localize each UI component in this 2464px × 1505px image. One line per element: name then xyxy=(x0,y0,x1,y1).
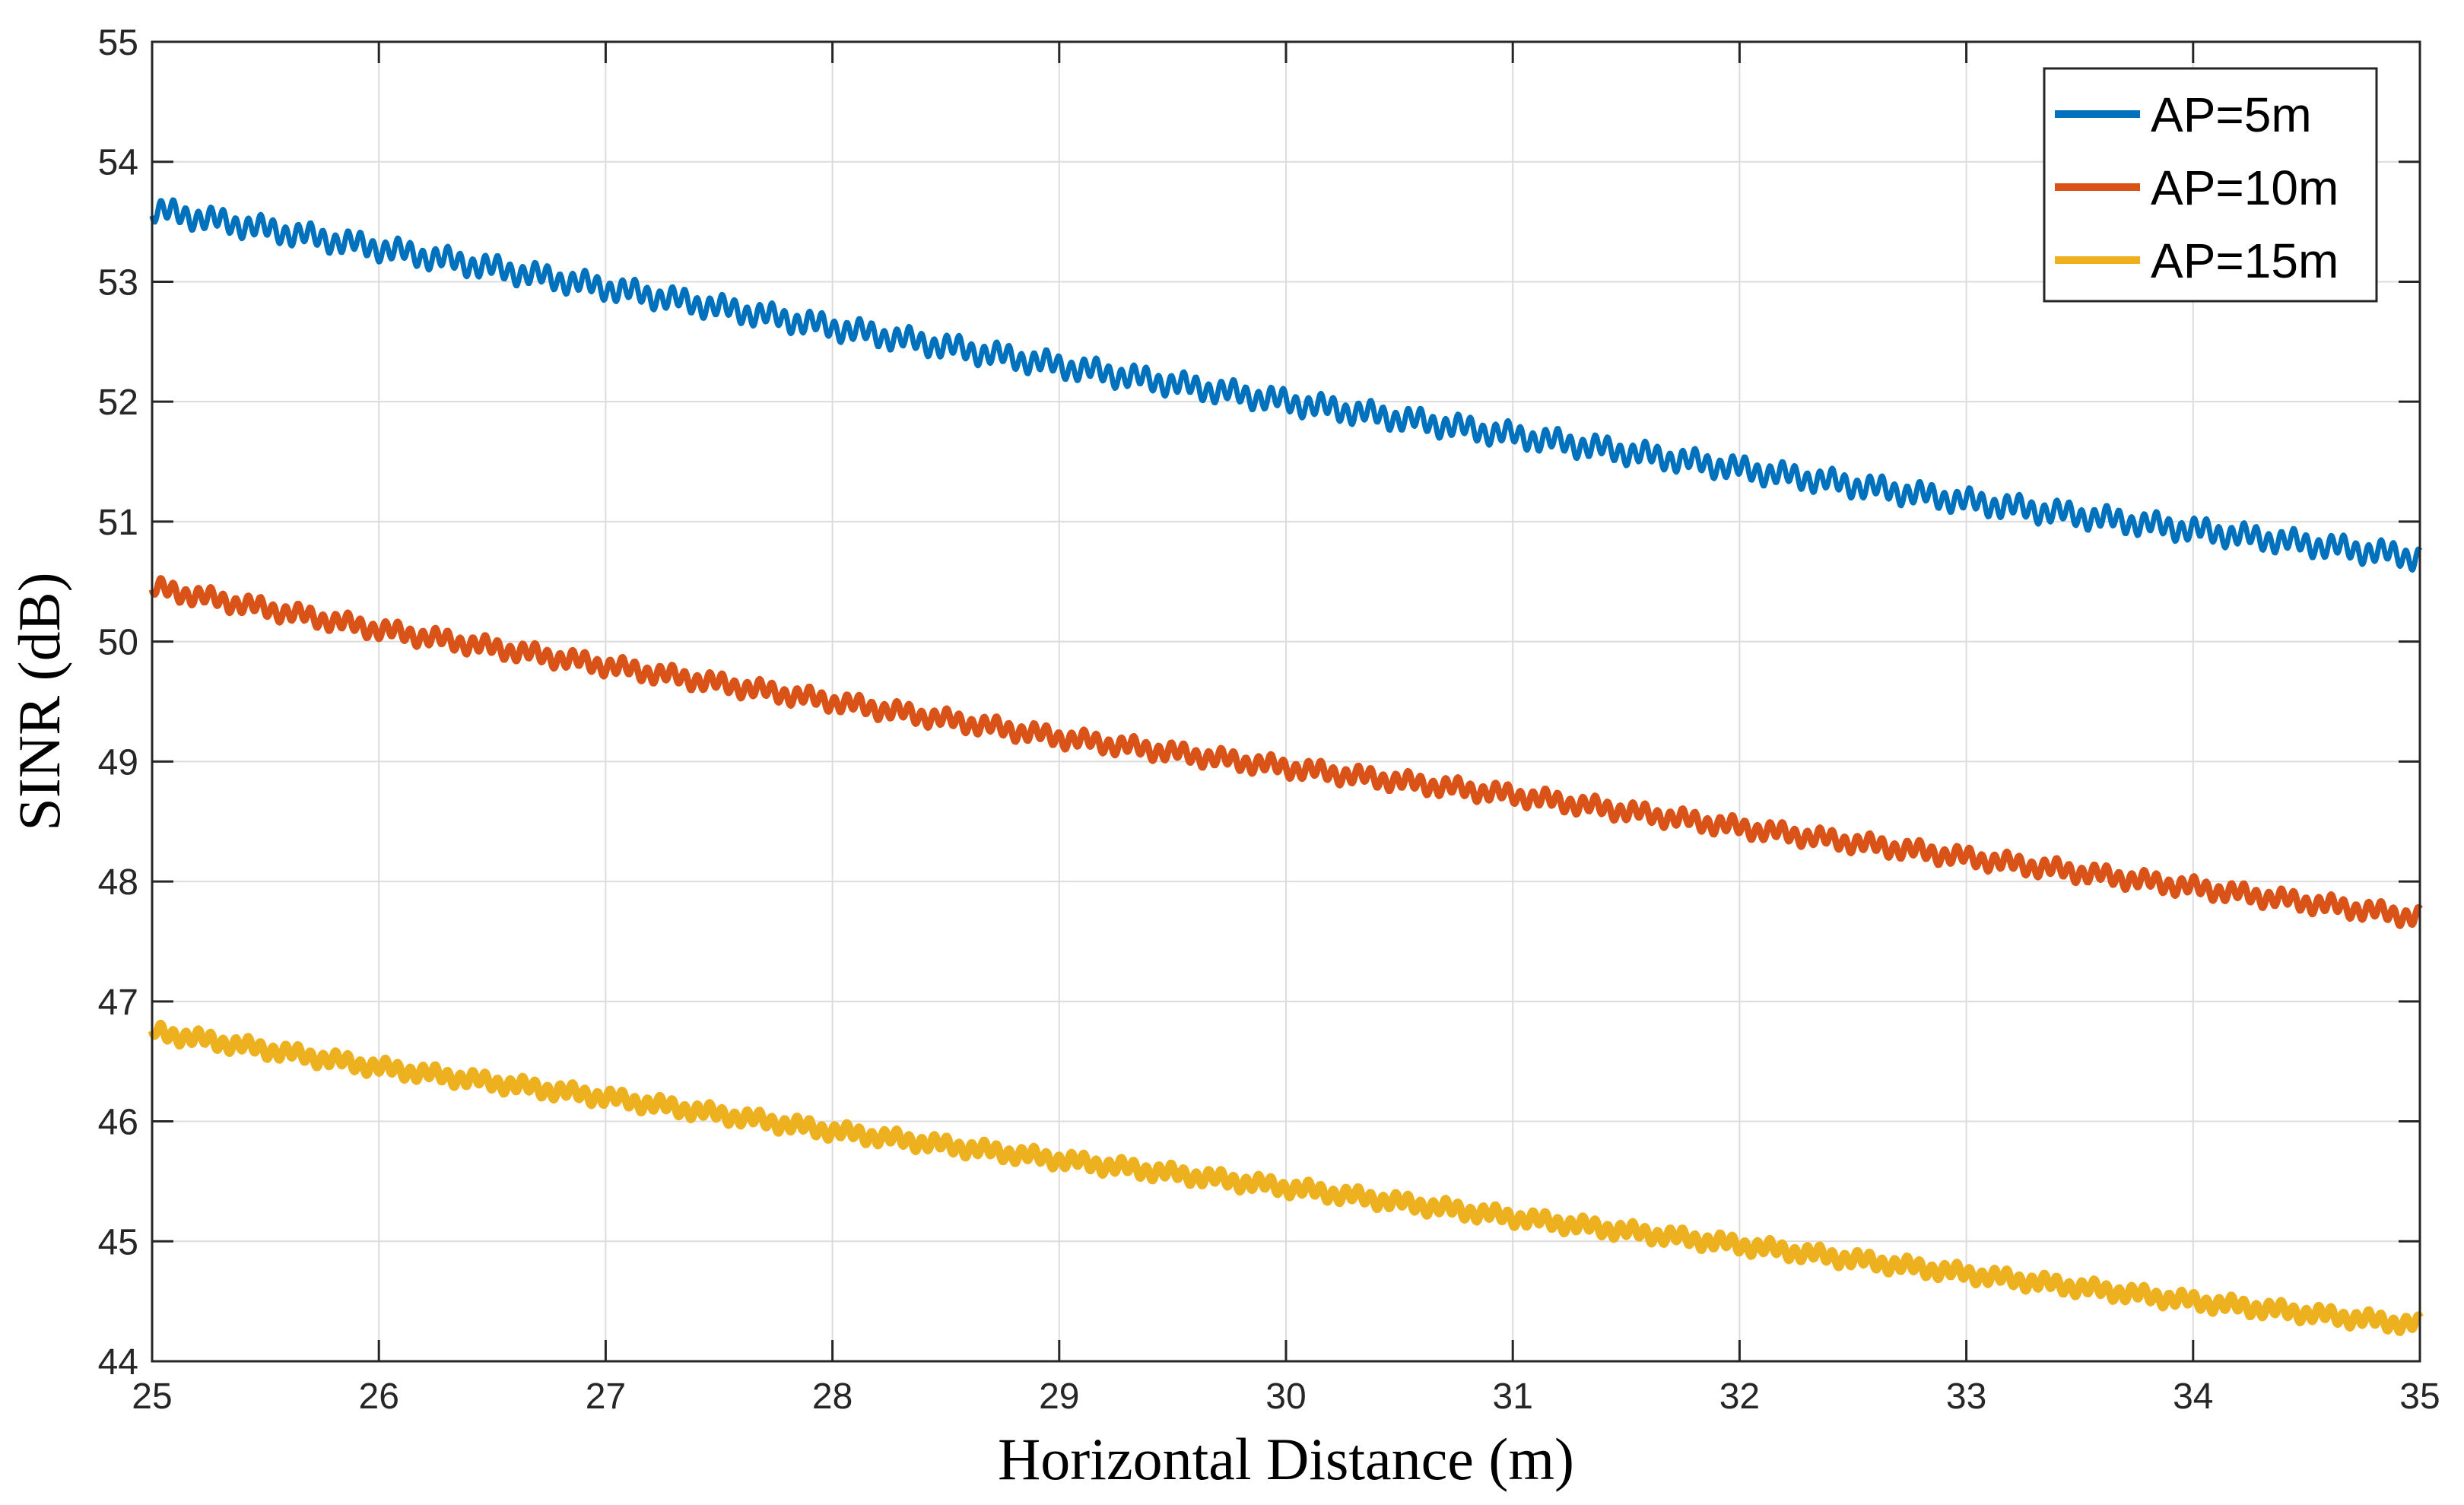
x-tick-label: 28 xyxy=(812,1376,853,1417)
y-tick-label: 55 xyxy=(98,23,138,63)
y-tick-label: 54 xyxy=(98,143,138,183)
x-tick-label: 30 xyxy=(1265,1376,1306,1417)
x-tick-label: 29 xyxy=(1039,1376,1079,1417)
y-tick-label: 53 xyxy=(98,262,138,303)
x-tick-label: 25 xyxy=(132,1376,172,1417)
series-line-ap-10m xyxy=(148,575,2423,929)
x-tick-label: 27 xyxy=(586,1376,626,1417)
series-line-ap-15m xyxy=(148,1019,2424,1336)
y-tick-label: 47 xyxy=(98,983,138,1023)
x-tick-label: 31 xyxy=(1493,1376,1533,1417)
y-tick-label: 45 xyxy=(98,1222,138,1262)
y-tick-label: 48 xyxy=(98,862,138,903)
legend: AP=5m AP=10m AP=15m xyxy=(2043,67,2378,303)
y-tick-label: 50 xyxy=(98,623,138,663)
y-tick-label: 44 xyxy=(98,1342,138,1383)
axis-ticks: 25 26 27 28 29 30 31 32 33 34 35 44 45 46 47 48 49 50 51 52… xyxy=(98,23,2440,1417)
series-line-ap-5m xyxy=(149,197,2423,573)
y-tick-label: 46 xyxy=(98,1103,138,1143)
y-tick-label: 52 xyxy=(98,383,138,423)
y-axis-label: SINR (dB) xyxy=(6,572,72,830)
x-tick-label: 26 xyxy=(359,1376,399,1417)
y-tick-label: 49 xyxy=(98,742,138,783)
legend-entry-label: AP=15m xyxy=(2151,233,2339,288)
data-series xyxy=(148,197,2424,1336)
x-tick-label: 33 xyxy=(1946,1376,1986,1417)
y-tick-label: 51 xyxy=(98,503,138,543)
legend-entry-label: AP=10m xyxy=(2151,160,2339,215)
x-axis-label: Horizontal Distance (m) xyxy=(998,1426,1574,1492)
x-tick-label: 35 xyxy=(2399,1376,2440,1417)
x-tick-label: 34 xyxy=(2173,1376,2213,1417)
x-tick-label: 32 xyxy=(1719,1376,1760,1417)
legend-entry-label: AP=5m xyxy=(2151,87,2312,142)
